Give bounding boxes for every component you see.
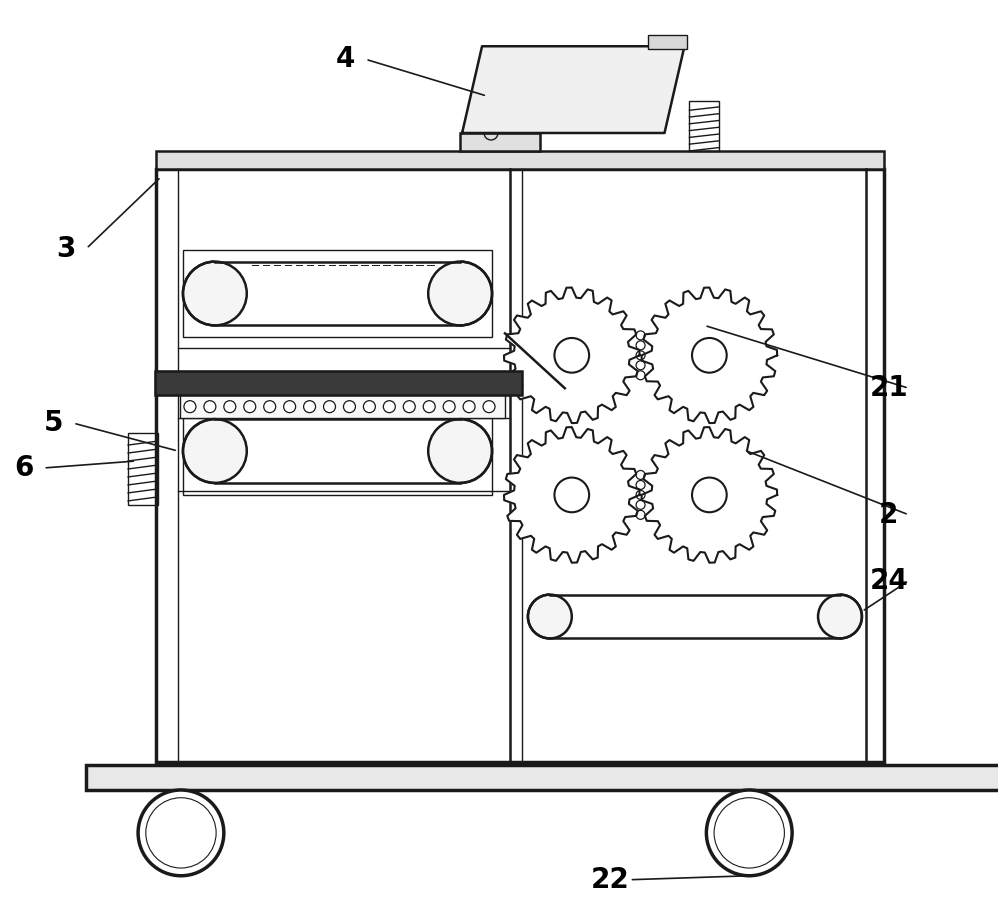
Circle shape <box>324 401 335 413</box>
Bar <box>128 433 158 505</box>
Bar <box>183 249 492 338</box>
Text: 22: 22 <box>590 866 629 893</box>
Circle shape <box>443 401 455 413</box>
Circle shape <box>138 790 224 876</box>
Bar <box>156 151 884 169</box>
Bar <box>485 73 497 133</box>
Polygon shape <box>462 46 684 133</box>
Circle shape <box>363 401 375 413</box>
Circle shape <box>528 594 572 639</box>
Polygon shape <box>504 288 640 423</box>
Circle shape <box>428 261 492 326</box>
Bar <box>180 395 505 418</box>
Bar <box>156 169 884 762</box>
Text: 3: 3 <box>57 234 76 263</box>
Circle shape <box>428 419 492 483</box>
Circle shape <box>284 401 296 413</box>
Circle shape <box>818 594 862 639</box>
Circle shape <box>304 401 316 413</box>
Circle shape <box>383 401 395 413</box>
Text: 5: 5 <box>44 409 63 438</box>
Circle shape <box>183 261 247 326</box>
Circle shape <box>403 401 415 413</box>
Bar <box>86 765 1000 790</box>
Text: 2: 2 <box>879 501 899 529</box>
Bar <box>648 35 687 49</box>
Polygon shape <box>504 427 640 563</box>
Circle shape <box>706 790 792 876</box>
Text: 6: 6 <box>14 454 33 482</box>
Polygon shape <box>642 288 777 423</box>
Text: 4: 4 <box>336 45 355 73</box>
Circle shape <box>183 419 247 483</box>
Circle shape <box>204 401 216 413</box>
Circle shape <box>423 401 435 413</box>
Circle shape <box>184 401 196 413</box>
Text: 21: 21 <box>870 374 908 402</box>
Bar <box>183 407 492 495</box>
Text: 24: 24 <box>869 567 908 594</box>
Bar <box>460 133 540 151</box>
Circle shape <box>264 401 276 413</box>
Circle shape <box>483 401 495 413</box>
Polygon shape <box>642 427 777 563</box>
Circle shape <box>343 401 355 413</box>
Circle shape <box>224 401 236 413</box>
Circle shape <box>244 401 256 413</box>
Bar <box>155 371 522 395</box>
Circle shape <box>463 401 475 413</box>
Bar <box>689 102 719 151</box>
